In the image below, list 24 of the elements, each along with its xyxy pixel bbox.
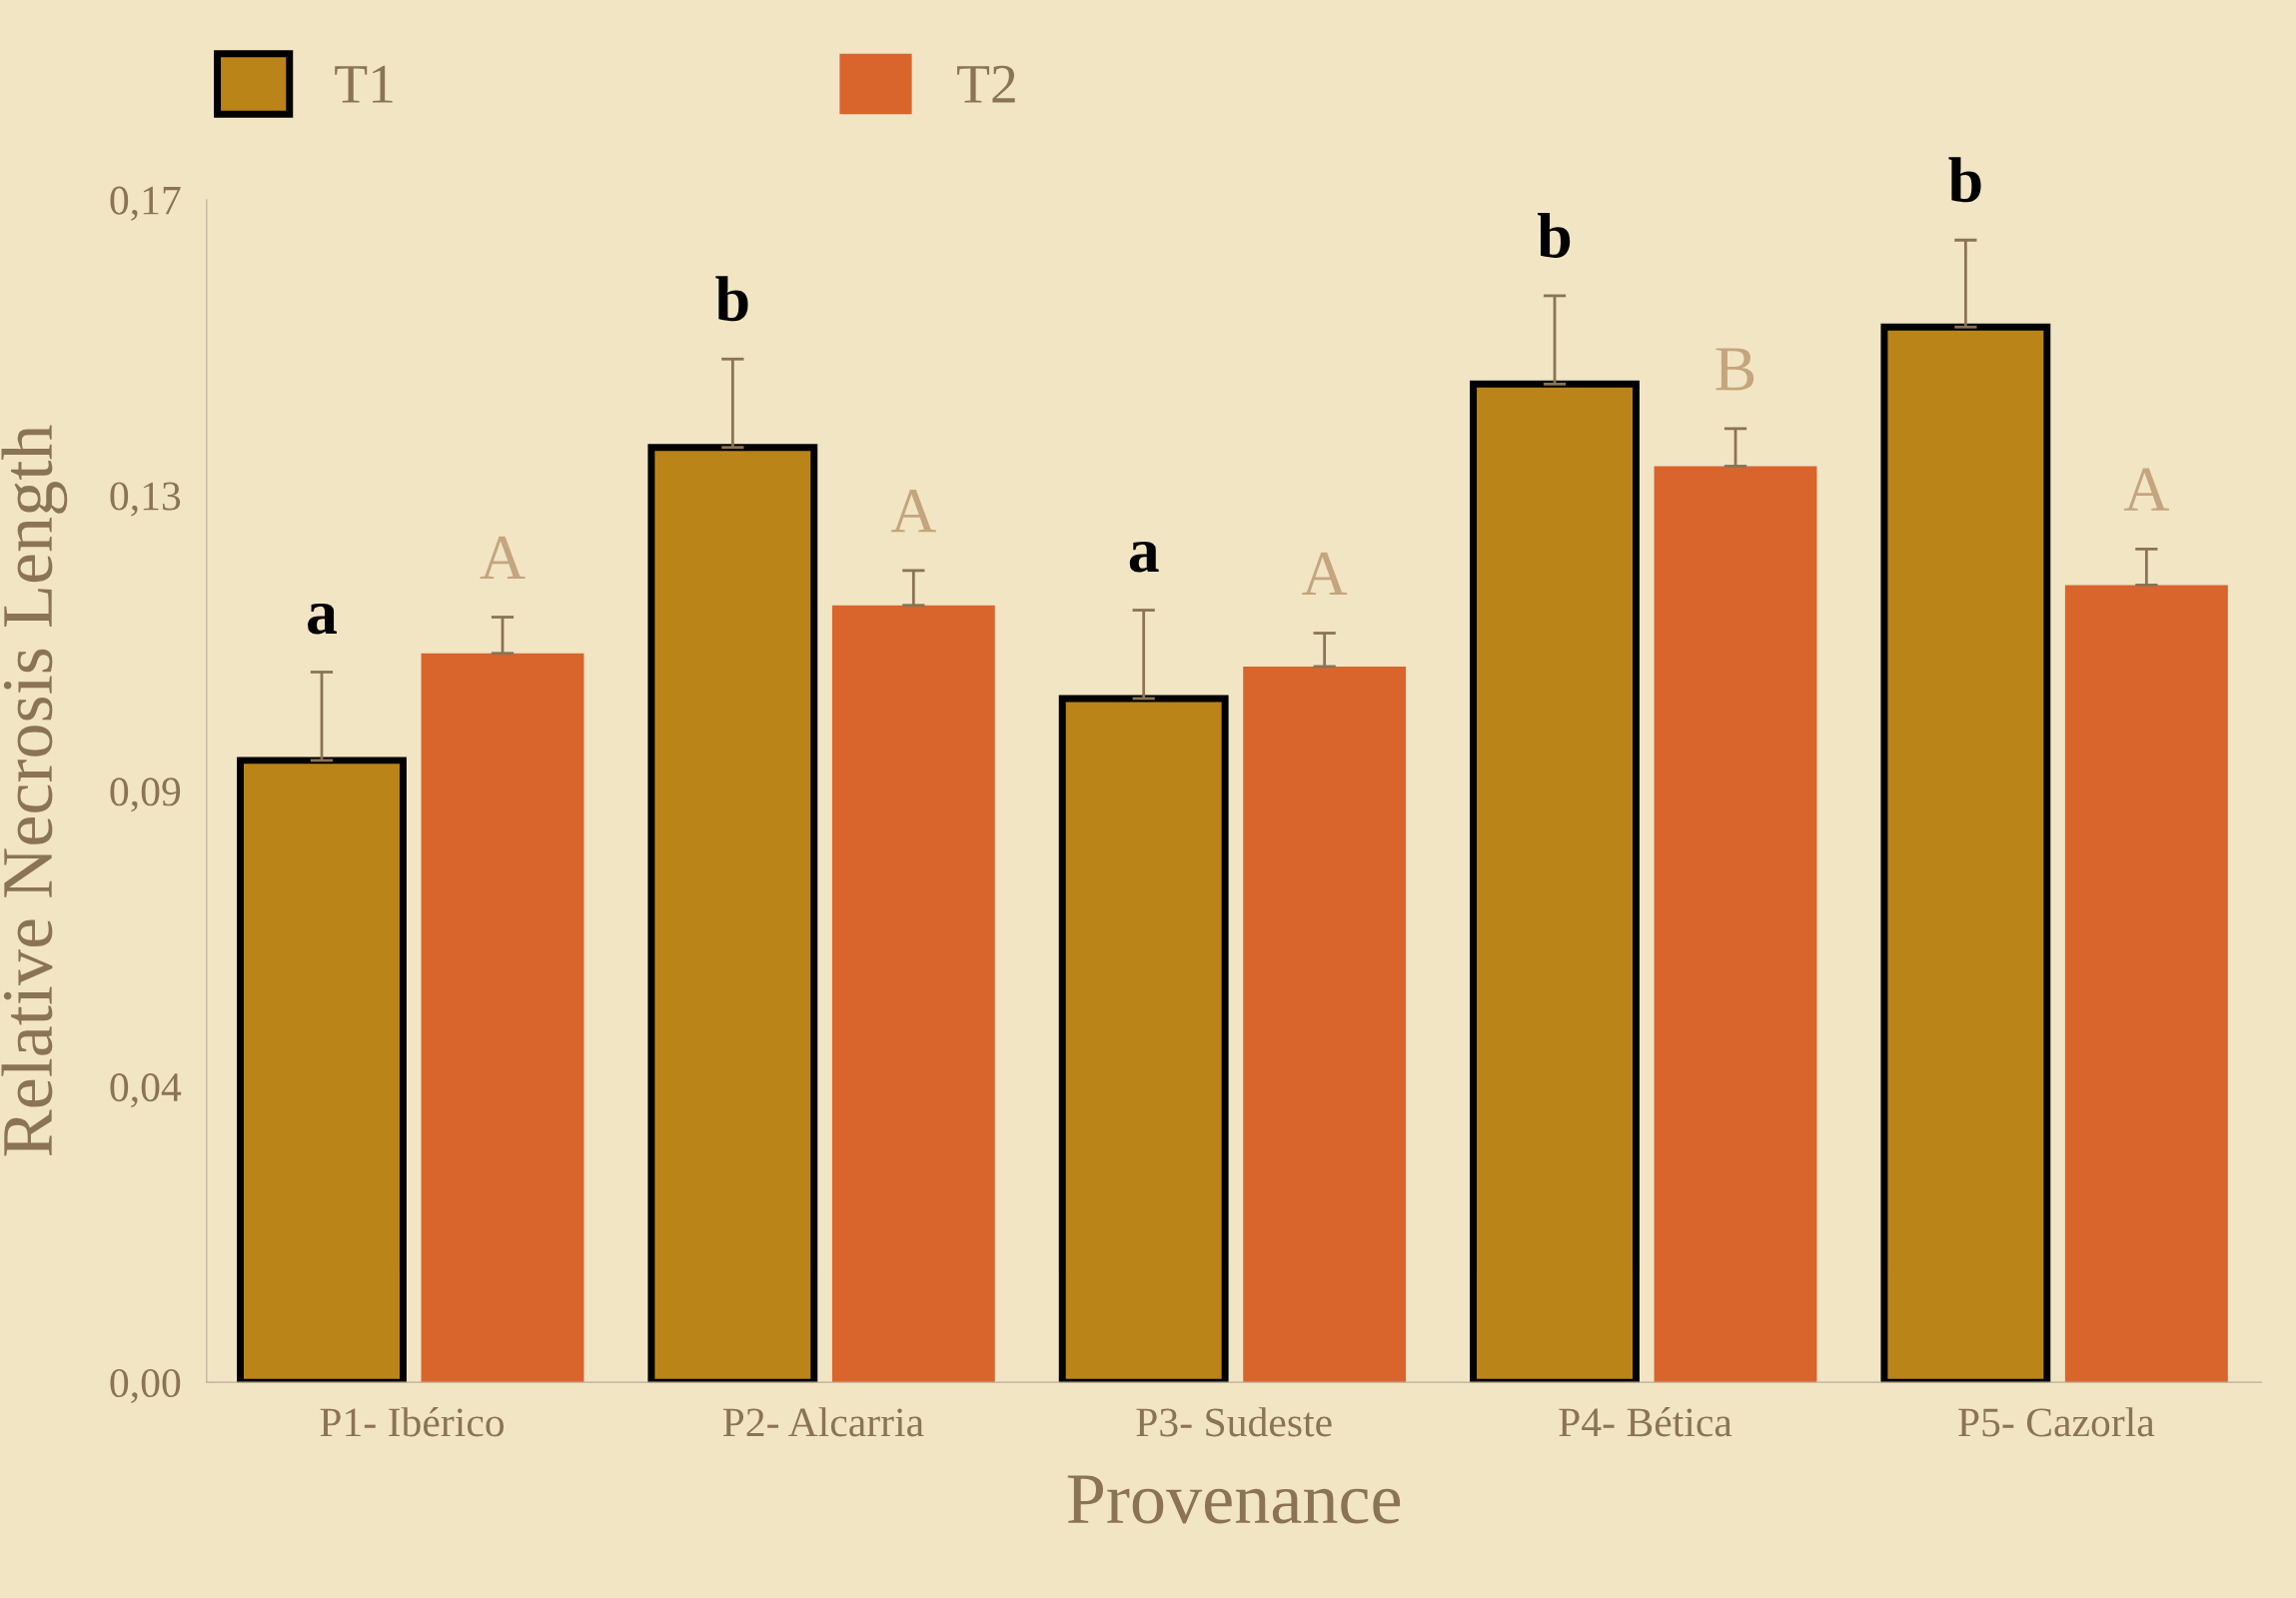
annotation: A <box>890 490 936 533</box>
annotation: A <box>2123 468 2169 511</box>
x-tick-label: P4- Bética <box>1559 1407 1732 1437</box>
annotation: a <box>1129 541 1159 573</box>
annotation: B <box>1716 348 1754 391</box>
y-tick-label: 0,09 <box>110 778 181 812</box>
y-axis-title: Relative Necrosis Length <box>1 425 68 1156</box>
annotation: A <box>480 536 526 579</box>
y-tick-label: 0,17 <box>110 186 181 221</box>
legend-label: T1 <box>335 65 393 103</box>
annotation: a <box>308 603 337 635</box>
y-tick-label: 0,00 <box>110 1368 181 1403</box>
annotation: b <box>715 276 748 322</box>
annotation: b <box>1948 157 1981 203</box>
y-tick-label: 0,04 <box>110 1073 182 1108</box>
y-tick-label: 0,13 <box>110 482 181 517</box>
x-axis-title: Provenance <box>1067 1475 1401 1524</box>
annotation: A <box>1302 552 1348 595</box>
x-tick-label: P3- Sudeste <box>1136 1407 1332 1437</box>
x-tick-label: P2- Alcarria <box>722 1407 924 1437</box>
annotation: b <box>1538 212 1571 258</box>
legend-label: T2 <box>957 65 1015 103</box>
x-tick-label: P1- Ibérico <box>320 1407 505 1437</box>
x-tick-label: P5- Cazorla <box>1958 1407 2155 1437</box>
